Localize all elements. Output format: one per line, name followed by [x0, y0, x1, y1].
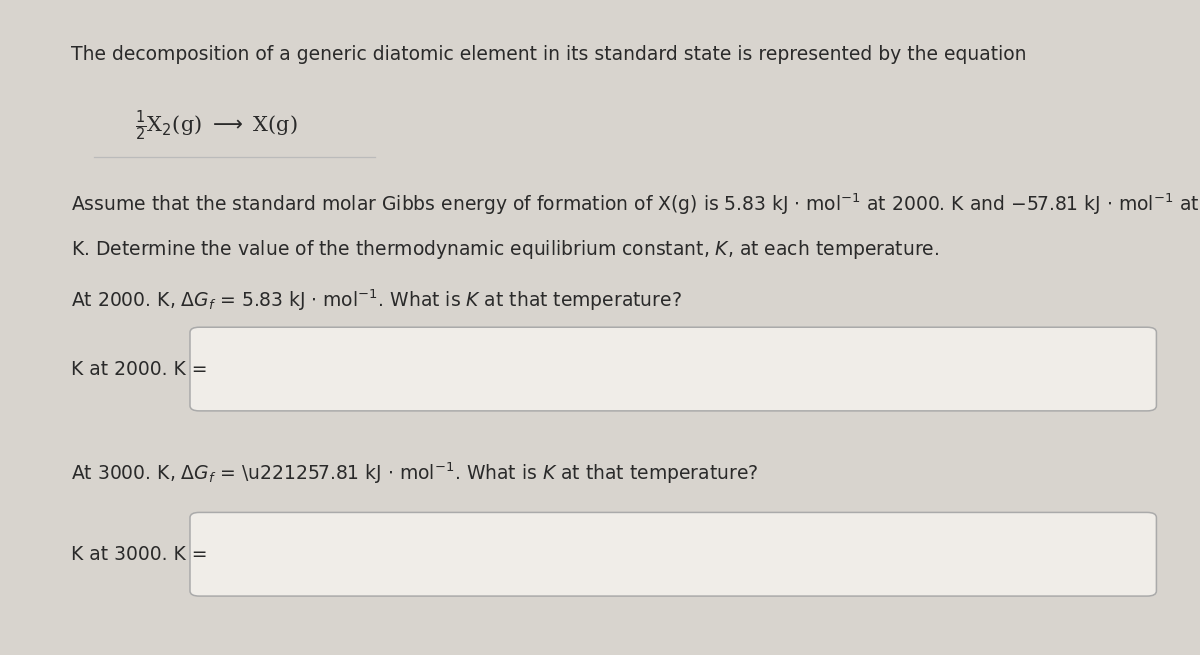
Text: At 3000. K, $\Delta G_f$ = \u221257.81 kJ $\cdot$ mol$^{-1}$. What is $K$ at tha: At 3000. K, $\Delta G_f$ = \u221257.81 k… — [71, 460, 758, 485]
Text: K. Determine the value of the thermodynamic equilibrium constant, $K$, at each t: K. Determine the value of the thermodyna… — [71, 238, 938, 261]
Text: Assume that the standard molar Gibbs energy of formation of X(g) is 5.83 kJ $\cd: Assume that the standard molar Gibbs ene… — [71, 192, 1200, 217]
FancyBboxPatch shape — [190, 328, 1157, 411]
Text: The decomposition of a generic diatomic element in its standard state is represe: The decomposition of a generic diatomic … — [71, 45, 1026, 64]
Text: At 2000. K, $\Delta G_f$ = 5.83 kJ $\cdot$ mol$^{-1}$. What is $K$ at that tempe: At 2000. K, $\Delta G_f$ = 5.83 kJ $\cdo… — [71, 288, 682, 313]
Text: K at 2000. K =: K at 2000. K = — [71, 360, 208, 379]
FancyBboxPatch shape — [190, 512, 1157, 596]
Text: K at 3000. K =: K at 3000. K = — [71, 545, 208, 564]
Text: $\frac{1}{2}$X$_2$(g) $\longrightarrow$ X(g): $\frac{1}{2}$X$_2$(g) $\longrightarrow$ … — [134, 109, 298, 143]
